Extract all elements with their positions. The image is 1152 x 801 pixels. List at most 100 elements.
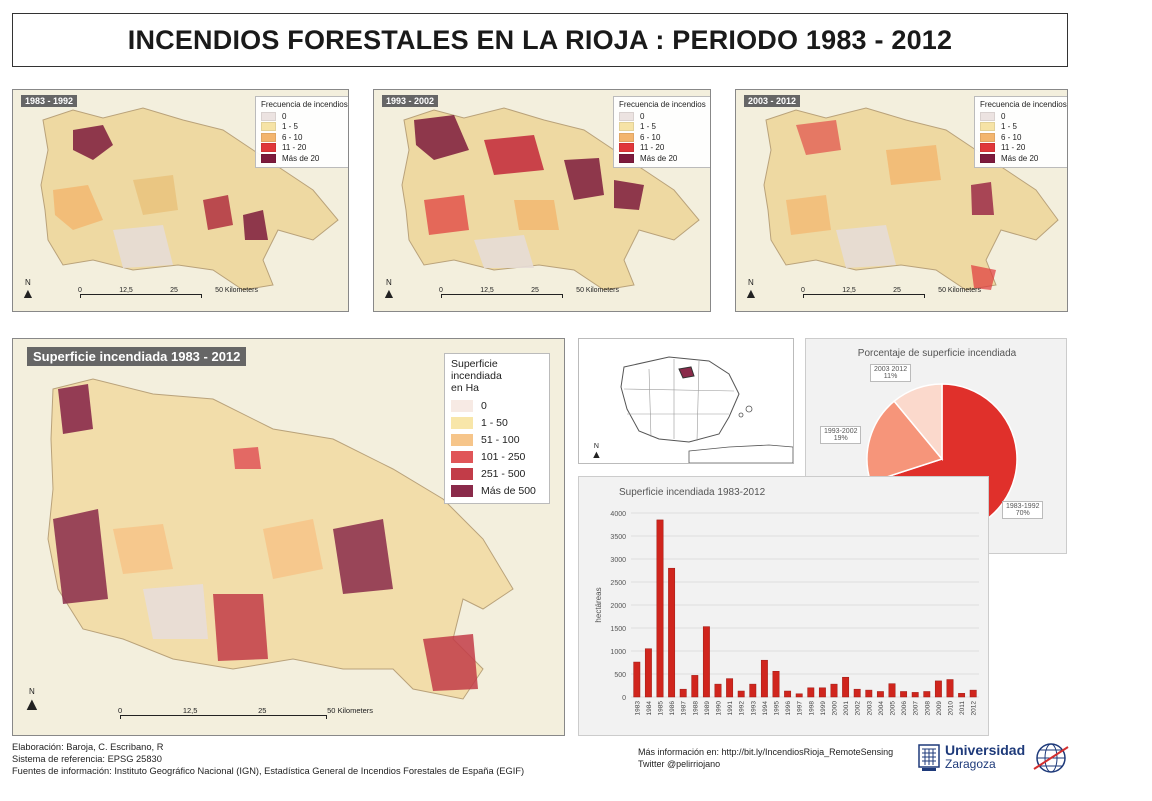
warm-zone [133, 175, 178, 215]
bar-1998[interactable] [807, 687, 815, 698]
y-tick-label: 1500 [610, 626, 626, 633]
bar-2010[interactable] [946, 679, 954, 698]
legend-item: 11 - 20 [282, 143, 307, 153]
map-1993-2002[interactable]: 1993 - 2002 Frecuencia de incendios 0 1 … [373, 89, 711, 312]
x-tick-label: 2007 [913, 701, 920, 716]
x-tick-label: 1995 [774, 701, 781, 716]
map-superficie[interactable]: Superficie incendiada 1983 - 2012 Superf… [12, 338, 565, 736]
bar-1995[interactable] [772, 670, 780, 698]
x-tick-label: 1985 [658, 701, 665, 716]
bar-1983[interactable] [633, 661, 641, 698]
x-tick-label: 1988 [692, 701, 699, 716]
x-tick-label: 1991 [727, 701, 734, 716]
legend-item: 51 - 100 [481, 433, 520, 446]
legend-item: 251 - 500 [481, 467, 526, 480]
region-shape [763, 107, 1059, 291]
hot-zone [213, 594, 268, 661]
cold-zone [113, 225, 173, 268]
x-tick-label: 1998 [808, 701, 815, 716]
warm-zone [796, 120, 841, 155]
twitter-handle[interactable]: Twitter @pelirriojano [638, 759, 721, 769]
legend-item: Más de 20 [282, 153, 320, 163]
hot-zone [243, 210, 268, 240]
warm-zone [263, 519, 323, 579]
legend-title: Superficie incendiada [451, 358, 502, 382]
bar-2004[interactable] [876, 691, 884, 698]
cold-zone [143, 584, 208, 639]
bar-1999[interactable] [818, 687, 826, 698]
hot-zone [614, 180, 644, 210]
x-tick-label: 1997 [797, 701, 804, 716]
period-label: 1983 - 1992 [21, 95, 78, 107]
bar-1986[interactable] [668, 567, 676, 698]
info-link[interactable]: Más información en: http://bit.ly/Incend… [638, 747, 894, 757]
hot-zone [73, 125, 113, 160]
bar-2008[interactable] [923, 691, 931, 698]
bar-2002[interactable] [853, 688, 861, 698]
bar-1997[interactable] [795, 693, 803, 698]
spain-provinces [623, 359, 735, 442]
bar-chart-panel: Superficie incendiada 1983-2012 0 500 1000… [578, 476, 989, 736]
legend-title: Frecuencia de incendios [980, 100, 1067, 109]
map-1983-1992[interactable]: 1983 - 1992 Frecuencia de incendios 0 1 … [12, 89, 349, 312]
bar-1991[interactable] [726, 678, 734, 698]
credits-sources: Fuentes de información: Instituto Geográ… [12, 766, 525, 776]
bar-1987[interactable] [679, 688, 687, 698]
legend-item: 1 - 5 [282, 122, 299, 132]
warm-zone [113, 524, 173, 574]
bar-1996[interactable] [784, 690, 792, 698]
legend-item: 101 - 250 [481, 450, 526, 463]
hot-zone [333, 519, 393, 594]
x-tick-label: 2012 [971, 701, 978, 716]
legend-subtitle: en Ha [451, 382, 480, 394]
cold-zone [474, 235, 534, 268]
legend-item: 0 [481, 399, 487, 412]
bar-1993[interactable] [749, 683, 757, 698]
locator-map[interactable]: N ▲ [578, 338, 794, 464]
bar-2012[interactable] [969, 689, 977, 698]
bar-2011[interactable] [958, 693, 966, 698]
hot-zone [203, 195, 233, 230]
x-tick-label: 1987 [681, 701, 688, 716]
x-tick-label: 2011 [959, 701, 966, 715]
legend-item: 1 - 5 [1001, 122, 1018, 132]
legend-item: 11 - 20 [640, 143, 665, 153]
credits-author: Elaboración: Baroja, C. Escribano, R [12, 742, 164, 752]
map-1983-1992-canvas [40, 107, 339, 291]
x-tick-label: 2005 [890, 701, 897, 716]
legend-frequency: Frecuencia de incendios 0 1 - 5 6 - 10 1… [974, 96, 1067, 168]
pie-label-2003-2012: 2003 2012 11% [870, 364, 912, 382]
x-tick-label: 1999 [820, 701, 827, 716]
bar-2001[interactable] [842, 676, 850, 698]
bar-1992[interactable] [737, 690, 745, 698]
university-logo: Universidad Zaragoza [945, 742, 1026, 771]
map-2003-2012[interactable]: 2003 - 2012 Frecuencia de incendios 0 1 … [735, 89, 1068, 312]
bar-1989[interactable] [702, 626, 710, 698]
bar-1990[interactable] [714, 683, 722, 698]
x-tick-label: 2000 [832, 701, 839, 716]
north-arrow-icon: N ▲ [21, 278, 35, 301]
pie-title: Porcentaje de superficie incendiada [857, 348, 1017, 359]
hot-zone [53, 509, 108, 604]
university-crest-icon [916, 741, 942, 773]
bar-2009[interactable] [934, 680, 942, 698]
bar-2005[interactable] [888, 683, 896, 698]
y-tick-label: 3500 [610, 534, 626, 541]
y-tick-label: 500 [614, 672, 626, 679]
legend-superficie: Superficie incendiada en Ha 0 1 - 50 51 … [444, 353, 550, 504]
bar-2007[interactable] [911, 692, 919, 698]
bar-1988[interactable] [691, 675, 699, 698]
bar-2003[interactable] [865, 689, 873, 698]
bar-1994[interactable] [760, 659, 768, 698]
legend-item: 0 [1001, 111, 1006, 121]
bar-2000[interactable] [830, 683, 838, 698]
bar-1984[interactable] [644, 648, 652, 698]
legend-item: Más de 20 [1001, 153, 1039, 163]
bar-2006[interactable] [900, 691, 908, 698]
locator-map-canvas [620, 356, 794, 464]
bar-1985[interactable] [656, 519, 664, 698]
hot-zone [58, 384, 93, 434]
hot-zone [564, 158, 604, 200]
scale-bar: 0 12,5 25 50 Kilometers [801, 287, 981, 298]
pie-slice-2003-2012[interactable] [893, 383, 943, 462]
